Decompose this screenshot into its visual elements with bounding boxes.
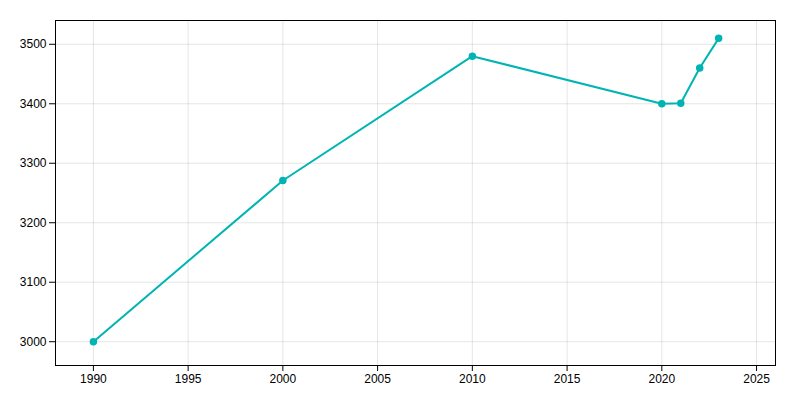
svg-text:3300: 3300 [20,156,47,170]
svg-text:2025: 2025 [743,372,770,386]
svg-text:2000: 2000 [270,372,297,386]
svg-text:3500: 3500 [20,37,47,51]
svg-text:1995: 1995 [175,372,202,386]
svg-text:3100: 3100 [20,275,47,289]
svg-text:1990: 1990 [80,372,107,386]
svg-text:2020: 2020 [648,372,675,386]
svg-text:2005: 2005 [364,372,391,386]
svg-text:2015: 2015 [554,372,581,386]
svg-text:2010: 2010 [459,372,486,386]
svg-text:3000: 3000 [20,335,47,349]
svg-text:3200: 3200 [20,216,47,230]
svg-text:3400: 3400 [20,97,47,111]
